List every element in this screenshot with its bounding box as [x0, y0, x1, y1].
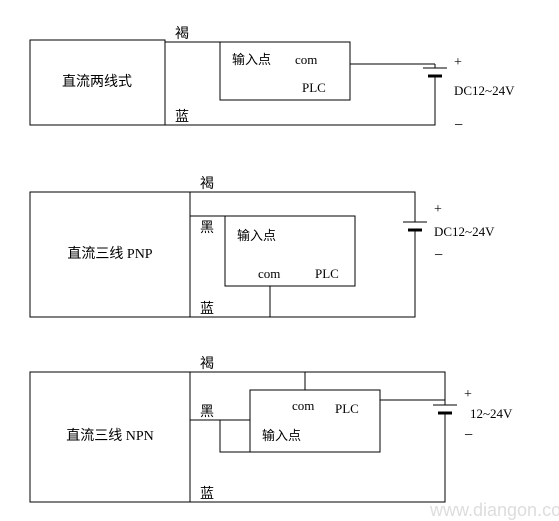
battery-plus-sign: +	[434, 202, 442, 217]
battery-label: DC12~24V	[454, 83, 515, 98]
wire-label-bottom: 蓝	[175, 109, 189, 125]
plc-input: 输入点	[262, 428, 301, 443]
battery-label: 12~24V	[470, 406, 513, 421]
plc-plc: PLC	[335, 401, 359, 416]
plc-plc: PLC	[302, 80, 326, 95]
diagram-pnp: 直流三线 PNP 褐 黑 输入点 com PLC 蓝 + − DC12~24V	[30, 176, 495, 317]
plc-input: 输入点	[237, 228, 276, 243]
plc-box	[220, 42, 350, 100]
wire-label-middle: 黑	[200, 405, 214, 420]
wire-label-bottom: 蓝	[200, 301, 214, 317]
diagram-two-wire: 直流两线式 褐 输入点 com PLC 蓝 + − DC12~24V	[30, 26, 515, 134]
plc-com: com	[295, 52, 317, 67]
battery-minus-sign: −	[434, 247, 443, 264]
battery-plus-sign: +	[454, 55, 462, 70]
diagram-npn: 直流三线 NPN 褐 com PLC 输入点 黑 蓝 + − 12~24V	[30, 356, 513, 502]
plc-plc: PLC	[315, 266, 339, 281]
wire-middle	[190, 420, 250, 452]
sensor-label: 直流两线式	[62, 73, 132, 90]
wire-top	[190, 192, 415, 222]
battery-label: DC12~24V	[434, 224, 495, 239]
battery-minus-sign: −	[454, 117, 463, 134]
plc-input: 输入点	[232, 52, 271, 67]
wire-label-top: 褐	[200, 356, 214, 372]
wire-bottom	[190, 421, 445, 502]
wire-bottom	[165, 80, 435, 125]
plc-com: com	[292, 398, 314, 413]
sensor-label: 直流三线 PNP	[67, 245, 152, 262]
battery-plus-sign: +	[464, 387, 472, 402]
wire-label-bottom: 蓝	[200, 486, 214, 502]
wire-bottom	[190, 238, 415, 317]
wiring-diagram: 直流两线式 褐 输入点 com PLC 蓝 + − DC12~24V 直流三线 …	[0, 0, 559, 521]
watermark: www.diangon.com	[429, 500, 559, 520]
sensor-label: 直流三线 NPN	[66, 427, 154, 444]
plc-com: com	[258, 266, 280, 281]
wire-label-top: 褐	[200, 176, 214, 192]
wire-label-middle: 黑	[200, 221, 214, 236]
battery-minus-sign: −	[464, 427, 473, 444]
wire-label-top: 褐	[175, 26, 189, 42]
